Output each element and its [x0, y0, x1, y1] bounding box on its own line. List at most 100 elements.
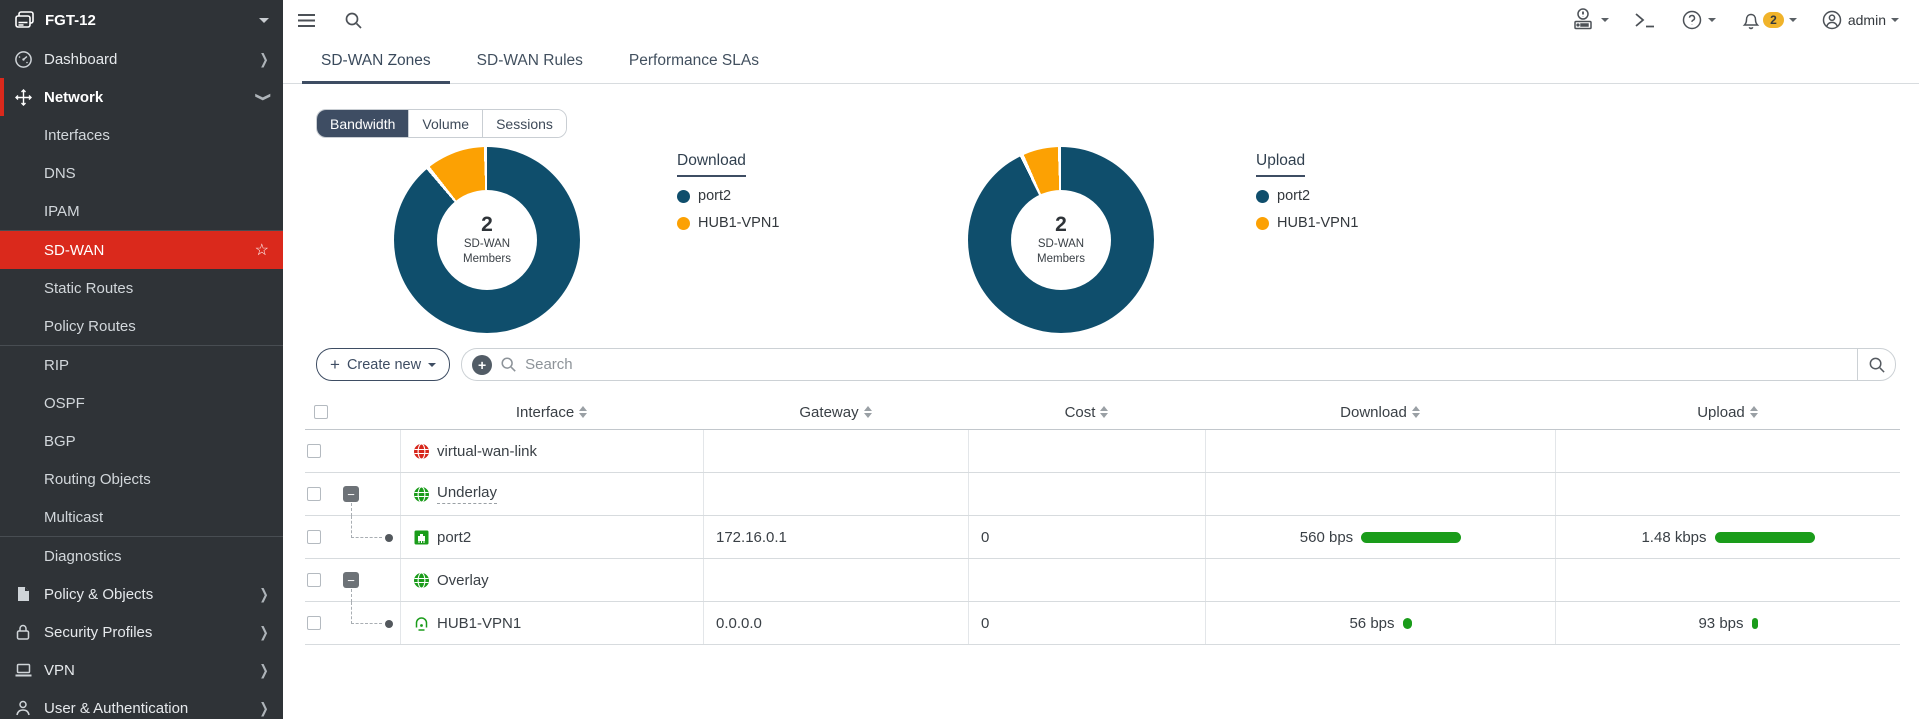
download-bar	[1361, 531, 1462, 543]
search-input[interactable]	[525, 356, 1847, 373]
sidebar-item-diagnostics[interactable]: Diagnostics	[44, 547, 122, 565]
sidebar-item-policy-objects[interactable]: Policy & Objects ❯	[0, 575, 283, 613]
upload-donut-chart: 2 SD-WAN Members	[968, 147, 1154, 333]
search-button[interactable]	[1857, 348, 1896, 381]
member-count: 2	[1055, 212, 1067, 236]
column-header-gateway[interactable]: Gateway	[703, 404, 968, 421]
row-checkbox[interactable]	[307, 444, 321, 458]
charts-area: 2 SD-WAN Members Download port2 HUB1-VPN…	[283, 147, 1919, 333]
add-filter-icon[interactable]: +	[472, 354, 493, 375]
sidebar-item-ipam[interactable]: IPAM	[44, 202, 80, 220]
row-checkbox[interactable]	[307, 616, 321, 630]
sidebar-item-rip[interactable]: RIP	[44, 356, 70, 374]
notification-count-badge: 2	[1763, 12, 1784, 28]
cost-cell: 0	[968, 516, 1205, 558]
sidebar-item-interfaces[interactable]: Interfaces	[44, 126, 110, 144]
chevron-down-icon	[1891, 18, 1899, 22]
system-status-menu[interactable]	[1570, 7, 1610, 33]
legend-item-hub1-vpn1[interactable]: HUB1-VPN1	[1256, 215, 1358, 231]
collapse-toggle-icon[interactable]: −	[343, 572, 359, 588]
sort-icon	[1749, 406, 1758, 418]
sidebar-item-dashboard[interactable]: Dashboard ❯	[0, 40, 283, 78]
fortigate-logo-icon	[15, 11, 34, 28]
sidebar-item-user-authentication[interactable]: User & Authentication ❯	[0, 689, 283, 719]
series-color-dot	[1256, 189, 1269, 203]
tree-connector	[351, 602, 382, 624]
chevron-down-icon	[1601, 18, 1610, 22]
table-toolbar: + Create new +	[316, 348, 1896, 381]
upload-bar	[1751, 617, 1758, 629]
policy-document-icon	[14, 584, 36, 604]
gateway-cell: 172.16.0.1	[703, 516, 968, 558]
row-checkbox[interactable]	[307, 573, 321, 587]
tree-connector	[351, 589, 352, 602]
sidebar: FGT-12 Dashboard ❯ Network ❯ Interfaces …	[0, 0, 283, 719]
select-all-checkbox[interactable]	[314, 405, 328, 419]
sidebar-item-static-routes[interactable]: Static Routes	[44, 279, 134, 297]
laptop-icon	[14, 660, 36, 680]
sdwan-zone-red-icon	[414, 442, 429, 460]
table-row-overlay[interactable]: − Overlay	[305, 559, 1900, 602]
gateway-cell: 0.0.0.0	[703, 602, 968, 644]
table-row-port2[interactable]: port2 172.16.0.1 0 560 bps 1.48 kbps	[305, 516, 1900, 559]
legend-item-hub1-vpn1[interactable]: HUB1-VPN1	[677, 215, 779, 231]
sidebar-item-policy-routes[interactable]: Policy Routes	[44, 317, 136, 335]
chevron-down-icon	[1708, 18, 1717, 22]
device-selector[interactable]: FGT-12	[0, 0, 283, 40]
sidebar-item-bgp[interactable]: BGP	[44, 432, 76, 450]
hamburger-menu-icon[interactable]	[297, 13, 316, 28]
sidebar-item-label: Network	[44, 88, 104, 106]
help-menu[interactable]	[1681, 9, 1717, 31]
bell-icon	[1742, 13, 1760, 30]
sidebar-item-dns[interactable]: DNS	[44, 164, 76, 182]
sidebar-item-network[interactable]: Network ❯	[0, 78, 283, 116]
search-icon	[1869, 357, 1885, 373]
cli-console-icon[interactable]	[1633, 11, 1657, 29]
column-header-upload[interactable]: Upload	[1555, 404, 1900, 421]
cost-cell: 0	[968, 602, 1205, 644]
column-header-download[interactable]: Download	[1205, 404, 1555, 421]
notifications-menu[interactable]: 2	[1740, 9, 1797, 31]
table-row-hub1-vpn1[interactable]: HUB1-VPN1 0.0.0.0 0 56 bps 93 bps	[305, 602, 1900, 645]
collapse-toggle-icon[interactable]: −	[343, 486, 359, 502]
chevron-down-icon	[428, 362, 437, 367]
column-header-cost[interactable]: Cost	[968, 404, 1205, 421]
tab-sdwan-zones[interactable]: SD-WAN Zones	[302, 52, 450, 84]
legend-title: Download	[677, 152, 746, 177]
table-row-underlay[interactable]: − Underlay	[305, 473, 1900, 516]
download-cell: 56 bps	[1205, 602, 1555, 644]
row-checkbox[interactable]	[307, 530, 321, 544]
user-menu[interactable]: admin	[1821, 9, 1899, 31]
toggle-bandwidth[interactable]: Bandwidth	[317, 110, 410, 137]
lock-icon	[14, 622, 36, 642]
tree-connector	[351, 516, 382, 538]
download-cell: 560 bps	[1205, 516, 1555, 558]
table-header-row: Interface Gateway Cost Download Upload	[305, 395, 1900, 430]
upload-legend: Upload port2 HUB1-VPN1	[1256, 152, 1358, 231]
active-section-marker	[0, 78, 4, 116]
sidebar-item-routing-objects[interactable]: Routing Objects	[44, 470, 151, 488]
tab-sdwan-rules[interactable]: SD-WAN Rules	[476, 52, 583, 69]
chevron-right-icon: ❯	[259, 661, 269, 679]
chevron-down-icon	[259, 17, 269, 23]
page-tabs: SD-WAN Zones SD-WAN Rules Performance SL…	[283, 40, 1919, 84]
legend-item-port2[interactable]: port2	[677, 188, 779, 204]
sidebar-item-ospf[interactable]: OSPF	[44, 394, 85, 412]
sidebar-item-sdwan[interactable]: SD-WAN ☆	[0, 231, 283, 269]
column-header-interface[interactable]: Interface	[400, 404, 703, 421]
sidebar-item-security-profiles[interactable]: Security Profiles ❯	[0, 613, 283, 651]
tab-performance-slas[interactable]: Performance SLAs	[628, 52, 759, 69]
series-color-dot	[677, 189, 690, 203]
create-new-button[interactable]: + Create new	[316, 348, 451, 381]
upload-cell: 1.48 kbps	[1555, 516, 1900, 558]
sidebar-item-multicast[interactable]: Multicast	[44, 508, 104, 526]
sidebar-item-vpn[interactable]: VPN ❯	[0, 651, 283, 689]
row-checkbox[interactable]	[307, 487, 321, 501]
legend-item-port2[interactable]: port2	[1256, 188, 1358, 204]
favorite-star-icon[interactable]: ☆	[254, 242, 269, 259]
global-search-icon[interactable]	[344, 11, 363, 30]
toggle-volume[interactable]: Volume	[409, 110, 484, 137]
toggle-sessions[interactable]: Sessions	[483, 110, 566, 137]
table-row-virtual-wan-link[interactable]: virtual-wan-link	[305, 430, 1900, 473]
